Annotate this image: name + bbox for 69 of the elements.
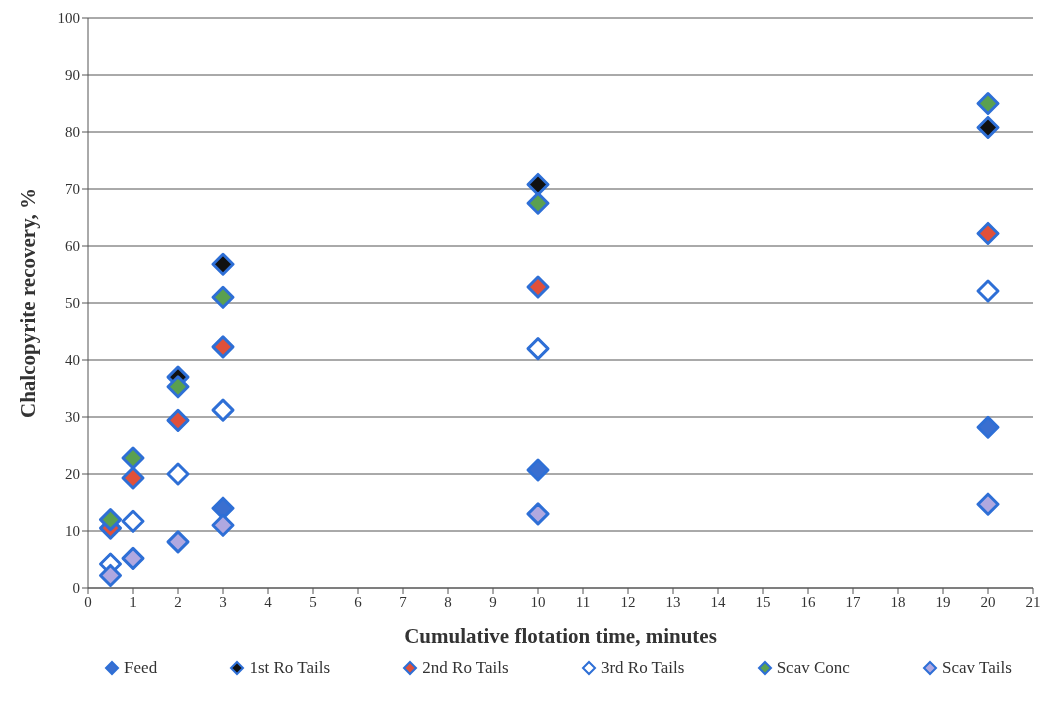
- x-tick-label: 6: [354, 593, 363, 610]
- point: [211, 335, 235, 359]
- x-tick-label: 20: [980, 593, 996, 610]
- x-tick-label: 5: [309, 593, 317, 610]
- point: [526, 337, 550, 361]
- legend-label: Scav Conc: [776, 658, 850, 678]
- point: [976, 92, 1000, 115]
- point: [166, 530, 190, 554]
- x-tick-label: 7: [399, 593, 408, 610]
- y-axis-title: Chalcopyrite recovery, %: [16, 188, 41, 418]
- legend-label: Scav Tails: [942, 658, 1012, 678]
- point: [976, 492, 1000, 516]
- point: [121, 546, 145, 570]
- y-tick-label: 100: [57, 10, 80, 27]
- x-tick-label: 11: [575, 593, 591, 610]
- y-tick-label: 90: [65, 67, 80, 84]
- point: [166, 375, 190, 399]
- y-tick-label: 50: [65, 295, 80, 312]
- y-tick-label: 20: [65, 466, 80, 483]
- point: [121, 466, 145, 490]
- point: [211, 252, 235, 276]
- point: [526, 191, 550, 215]
- point: [211, 513, 235, 537]
- point: [211, 496, 235, 520]
- point: [976, 279, 1000, 303]
- point: [211, 398, 235, 422]
- x-tick-label: 1: [129, 593, 137, 610]
- x-tick-label: 16: [800, 593, 816, 610]
- y-tick-label: 70: [65, 181, 80, 198]
- y-tick-label: 0: [72, 580, 80, 597]
- y-tick-label: 80: [65, 124, 80, 141]
- legend-label: 3rd Ro Tails: [600, 658, 685, 678]
- point: [526, 502, 550, 526]
- x-tick-label: 12: [620, 593, 636, 610]
- legend-label: 2nd Ro Tails: [422, 658, 509, 678]
- x-tick-label: 0: [84, 593, 92, 610]
- x-tick-label: 8: [444, 593, 452, 610]
- point: [166, 408, 190, 432]
- y-tick-label: 40: [65, 352, 80, 369]
- y-tick-label: 60: [65, 238, 80, 255]
- x-tick-label: 13: [665, 593, 681, 610]
- x-tick-label: 15: [755, 593, 771, 610]
- point: [976, 115, 1000, 139]
- x-tick-label: 19: [935, 593, 951, 610]
- x-axis-title: Cumulative flotation time, minutes: [404, 624, 717, 648]
- point: [99, 508, 122, 532]
- legend-label: 1st Ro Tails: [249, 658, 331, 678]
- point: [211, 285, 235, 309]
- point: [99, 563, 122, 587]
- point: [121, 509, 145, 533]
- point: [976, 221, 1000, 245]
- point: [526, 458, 550, 482]
- legend-label: Feed: [124, 658, 158, 678]
- point: [526, 275, 550, 299]
- x-tick-label: 17: [845, 593, 861, 610]
- x-tick-label: 18: [890, 593, 906, 610]
- x-tick-label: 21: [1025, 593, 1041, 610]
- x-tick-label: 14: [710, 593, 726, 610]
- y-tick-label: 30: [65, 409, 80, 426]
- x-tick-label: 10: [530, 593, 546, 610]
- point: [526, 172, 550, 196]
- point: [121, 446, 145, 470]
- point: [976, 415, 1000, 439]
- y-tick-label: 10: [65, 523, 80, 540]
- x-tick-label: 4: [264, 593, 273, 610]
- x-tick-label: 3: [219, 593, 227, 610]
- point: [166, 462, 190, 486]
- x-tick-label: 2: [174, 593, 182, 610]
- x-tick-label: 9: [489, 593, 497, 610]
